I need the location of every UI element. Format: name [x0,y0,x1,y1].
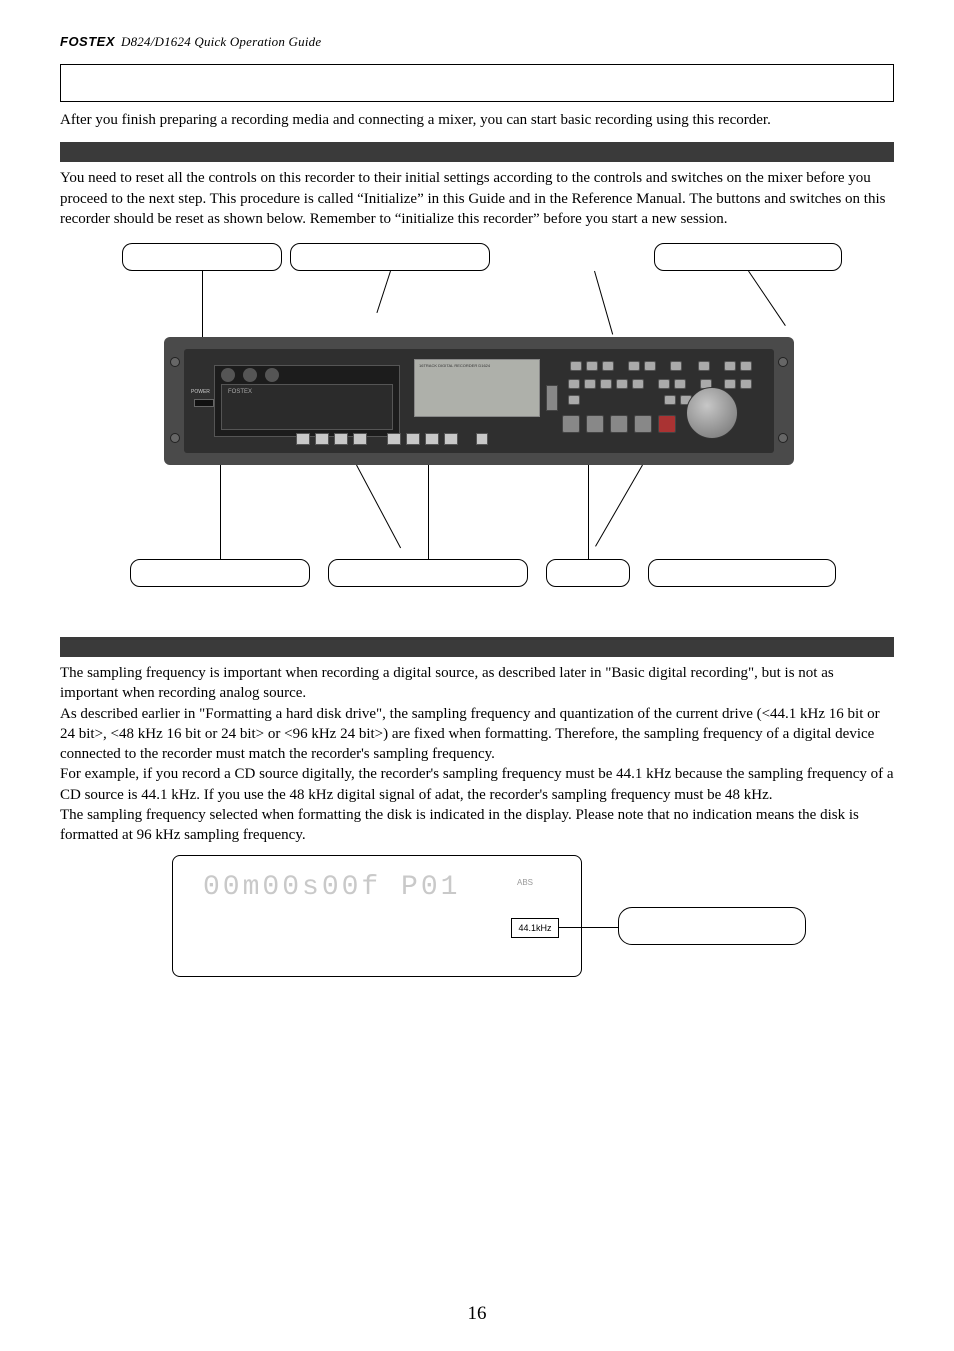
small-button[interactable] [664,395,676,405]
screw-icon [778,357,788,367]
small-button-column [546,385,558,411]
disk-lock-icon [243,368,257,382]
small-button[interactable] [616,379,628,389]
small-button[interactable] [658,379,670,389]
leader-line [594,271,613,335]
small-button[interactable] [670,361,682,371]
abs-indicator: ABS [517,878,533,887]
callout-box [328,559,528,587]
section2-para: The sampling frequency is important when… [60,663,894,704]
small-button[interactable] [628,361,640,371]
freq-indicator-box: 44.1kHz [511,918,559,938]
callout-box [618,907,806,945]
track-button[interactable] [425,433,439,445]
section2-body: The sampling frequency is important when… [60,663,894,845]
leader-line [202,271,203,337]
leader-line [356,465,401,548]
track-button[interactable] [315,433,329,445]
track-button[interactable] [296,433,310,445]
small-button[interactable] [600,379,612,389]
play-button[interactable] [634,415,652,433]
screw-icon [170,357,180,367]
leader-line [428,465,429,559]
leader-line [748,271,786,326]
jog-wheel[interactable] [686,387,738,439]
leader-line [588,465,589,559]
section-bar-initialize [60,142,894,162]
lcd-display: 16TRACK DIGITAL RECORDER D1624 [414,359,540,417]
callout-box [122,243,282,271]
brand-label: FOSTEX [60,34,115,49]
small-button[interactable] [632,379,644,389]
callout-box [546,559,630,587]
recorder-unit: FOSTEX POWER 16TRACK DIGITAL RECORDER D1… [164,337,794,465]
leader-line [376,271,391,313]
recorder-figure: FOSTEX POWER 16TRACK DIGITAL RECORDER D1… [94,243,854,603]
track-button[interactable] [353,433,367,445]
disk-lock-icon [265,368,279,382]
key-row [568,379,752,389]
page-number: 16 [0,1303,954,1325]
track-button[interactable] [387,433,401,445]
small-button[interactable] [724,379,736,389]
record-track-row [296,433,488,445]
running-header: FOSTEX D824/D1624 Quick Operation Guide [60,34,894,50]
screw-icon [170,433,180,443]
small-button[interactable] [584,379,596,389]
key-row [570,361,752,371]
section1-paragraph: You need to reset all the controls on th… [60,168,894,229]
section2-para: The sampling frequency selected when for… [60,805,894,846]
leader-line [558,927,618,928]
front-panel: FOSTEX POWER 16TRACK DIGITAL RECORDER D1… [184,349,774,453]
small-button[interactable] [568,379,580,389]
small-button[interactable] [644,361,656,371]
small-button[interactable] [698,361,710,371]
track-button[interactable] [334,433,348,445]
segment-readout: 00m00s00f P01 [203,872,460,903]
power-button[interactable] [194,399,214,407]
leader-line [220,465,221,559]
doc-title: D824/D1624 Quick Operation Guide [121,34,321,50]
section-bar-sampling [60,637,894,657]
key-row [568,395,692,405]
small-button[interactable] [740,361,752,371]
transport-controls [562,415,676,433]
small-button[interactable] [602,361,614,371]
track-button[interactable] [406,433,420,445]
small-button[interactable] [570,361,582,371]
track-button[interactable] [476,433,488,445]
disk-lock-icon [221,368,235,382]
disk-bay: FOSTEX [214,365,400,437]
freq-indicator-label: 44.1kHz [518,923,551,933]
callout-box [130,559,310,587]
stop-button[interactable] [610,415,628,433]
record-button[interactable] [658,415,676,433]
track-button[interactable] [444,433,458,445]
disk-slot: FOSTEX [221,384,393,430]
callout-box [648,559,836,587]
rewind-button[interactable] [562,415,580,433]
lcd-display-large: 00m00s00f P01 ABS 44.1kHz [172,855,582,977]
power-label: POWER [191,389,210,395]
disk-brand-label: FOSTEX [228,389,252,395]
fforward-button[interactable] [586,415,604,433]
small-button[interactable] [674,379,686,389]
model-label: 16TRACK DIGITAL RECORDER D1624 [419,363,490,368]
display-figure: 00m00s00f P01 ABS 44.1kHz [172,855,812,985]
section2-para: For example, if you record a CD source d… [60,764,894,805]
section2-para: As described earlier in "Formatting a ha… [60,704,894,765]
small-button[interactable] [568,395,580,405]
screw-icon [778,433,788,443]
callout-box [654,243,842,271]
small-button[interactable] [740,379,752,389]
intro-paragraph: After you finish preparing a recording m… [60,110,894,130]
leader-line [595,465,643,547]
callout-box [290,243,490,271]
small-button[interactable] [724,361,736,371]
small-button[interactable] [586,361,598,371]
chapter-title-box [60,64,894,102]
